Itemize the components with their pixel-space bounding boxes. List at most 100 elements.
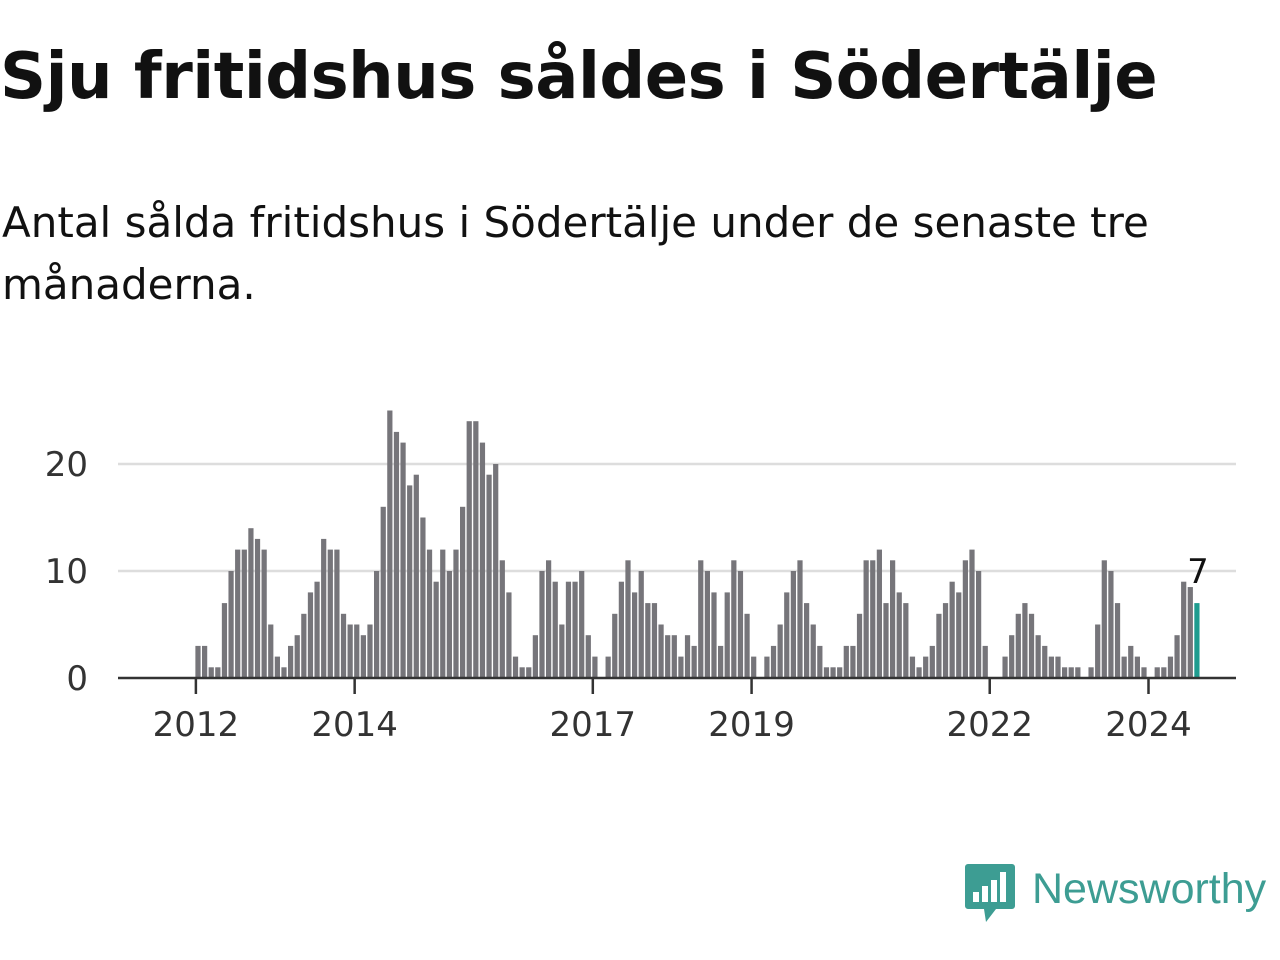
newsworthy-logo-icon: [965, 864, 1015, 922]
bar: [585, 635, 591, 678]
bar: [288, 645, 294, 678]
bar: [354, 624, 360, 678]
bar: [1121, 656, 1127, 678]
bar: [519, 667, 525, 678]
y-tick-label-0: 0: [66, 659, 88, 699]
bar: [764, 656, 770, 678]
bar: [1161, 667, 1167, 678]
bar: [486, 474, 492, 678]
bar: [334, 549, 340, 678]
bar: [314, 581, 320, 678]
bar: [916, 667, 922, 678]
bar: [810, 624, 816, 678]
bar: [737, 571, 744, 678]
y-tick-label-10: 10: [45, 552, 88, 592]
bar: [678, 656, 684, 678]
bar: [929, 645, 935, 678]
bar: [658, 624, 664, 678]
bar: [969, 549, 975, 678]
brand-name: Newsworthy: [1032, 865, 1267, 913]
bar: [797, 560, 803, 678]
bar: [499, 560, 505, 678]
bar: [863, 560, 869, 678]
bar: [691, 645, 697, 678]
x-tick-label-2024: 2024: [1105, 705, 1192, 745]
bar: [420, 517, 426, 678]
bar: [1088, 667, 1094, 678]
x-tick-label-2017: 2017: [550, 705, 637, 745]
bar: [883, 603, 889, 678]
bar: [982, 645, 988, 678]
bar: [777, 624, 783, 678]
bar: [665, 635, 671, 678]
bar: [1187, 587, 1193, 678]
bar: [942, 603, 949, 678]
bar: [711, 592, 717, 678]
bar: [876, 549, 882, 678]
bar: [208, 667, 214, 678]
bar: [698, 560, 704, 678]
bar: [579, 571, 585, 678]
bar: [479, 442, 486, 678]
newsworthy-logo: Newsworthy: [964, 862, 1266, 926]
bar: [532, 635, 538, 678]
bar: [1048, 656, 1054, 678]
bar: [446, 571, 452, 678]
bar: [360, 635, 366, 678]
bar: [684, 635, 691, 678]
bar: [228, 571, 234, 678]
bar: [605, 656, 611, 678]
bar: [400, 442, 406, 678]
bar: [453, 549, 459, 678]
bar: [1042, 645, 1048, 678]
bar: [512, 656, 519, 678]
bar: [340, 613, 347, 678]
bar: [843, 645, 849, 678]
bar: [268, 624, 274, 678]
bar: [1154, 667, 1160, 678]
bar: [718, 645, 724, 678]
bar: [751, 656, 757, 678]
bar: [1174, 635, 1180, 678]
bar: [936, 613, 942, 678]
bar: [440, 549, 446, 678]
bar: [1068, 667, 1074, 678]
bar: [612, 613, 618, 678]
bar: [1194, 603, 1200, 678]
bar: [823, 667, 830, 678]
bar: [195, 645, 201, 678]
bar: [466, 421, 472, 678]
bar: [301, 613, 307, 678]
bar: [625, 560, 631, 678]
bar: [1095, 624, 1101, 678]
bar: [830, 667, 836, 678]
bar: [724, 592, 730, 678]
bar: [552, 581, 558, 678]
bar: [1028, 613, 1035, 678]
bar: [1128, 645, 1134, 678]
bar: [744, 613, 750, 678]
bar: [526, 667, 532, 678]
bar: [1134, 656, 1140, 678]
bar: [393, 431, 400, 678]
bar: [235, 549, 241, 678]
bar: [1075, 667, 1081, 678]
bar: [1108, 571, 1114, 678]
bar: [903, 603, 909, 678]
bar: [367, 624, 373, 678]
bar: [460, 506, 466, 678]
bar: [1181, 581, 1187, 678]
bar: [407, 485, 413, 678]
bar: [559, 624, 565, 678]
bar: [241, 549, 247, 678]
bar: [426, 549, 433, 678]
bar: [804, 603, 810, 678]
bar: [307, 592, 314, 678]
bar: [374, 571, 380, 678]
bar: [817, 645, 823, 678]
bar: [770, 645, 777, 678]
bar: [202, 645, 208, 678]
x-tick-label-2014: 2014: [311, 705, 398, 745]
bar: [731, 560, 737, 678]
bar: [387, 410, 393, 678]
